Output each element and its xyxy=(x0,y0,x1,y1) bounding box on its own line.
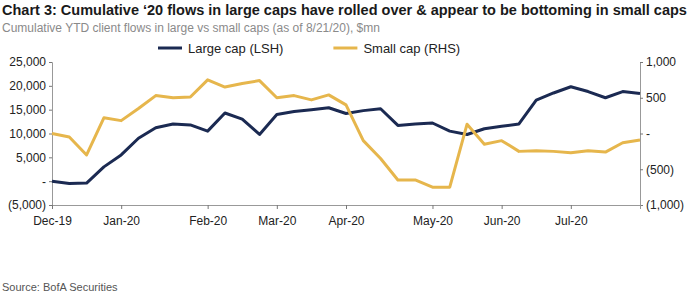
y-axis: (5,000) - 5,000 10,000 15,000 20,000 25,000 xyxy=(8,55,53,212)
y2-tick: 500 xyxy=(640,91,666,105)
y-tick-mark xyxy=(49,181,52,182)
y-tick-mark xyxy=(49,134,52,135)
x-tick-mark xyxy=(121,205,122,209)
y-tick-label: 10,000 xyxy=(9,127,46,141)
y2-tick: (500) xyxy=(640,163,674,177)
x-tick-mark xyxy=(432,205,433,209)
legend-item: Large cap (LSH) xyxy=(158,41,283,56)
y2-axis: (1,000) (500) - 500 1,000 xyxy=(640,55,684,212)
y2-tick-mark xyxy=(640,98,643,99)
x-tick: Dec-19 xyxy=(33,205,72,228)
series-line xyxy=(52,80,640,187)
x-tick-label: Mar-20 xyxy=(258,214,296,228)
y2-axis-line xyxy=(641,63,644,206)
x-tick: Jun-20 xyxy=(484,205,521,228)
y-tick-label: 15,000 xyxy=(9,103,46,117)
x-tick: Mar-20 xyxy=(258,205,296,228)
legend-label: Small cap (RHS) xyxy=(363,41,460,56)
y2-tick-label: 1,000 xyxy=(646,55,676,69)
series-line xyxy=(52,87,640,184)
legend-label: Large cap (LSH) xyxy=(188,41,283,56)
x-axis: Dec-19 Jan-20 Feb-20 Mar-20 Apr-20 May-20 Jun-… xyxy=(33,205,640,228)
legend-item: Small cap (RHS) xyxy=(333,41,460,56)
y-tick-mark xyxy=(49,110,52,111)
y-tick-label: 25,000 xyxy=(9,55,46,69)
chart: Chart 3: Cumulative ‘20 flows in large c… xyxy=(0,0,700,297)
plot-area xyxy=(52,80,640,187)
y-tick-mark xyxy=(49,86,52,87)
x-tick-label: Jun-20 xyxy=(484,214,521,228)
y-tick-mark xyxy=(49,62,52,63)
y2-tick-mark xyxy=(640,62,643,63)
y-tick: (5,000) xyxy=(8,198,52,212)
x-tick-label: May-20 xyxy=(413,214,453,228)
y-tick: 15,000 xyxy=(9,103,52,117)
x-tick: Apr-20 xyxy=(328,205,364,228)
x-tick-mark xyxy=(277,205,278,209)
x-tick-mark xyxy=(208,205,209,209)
source: Source: BofA Securities xyxy=(2,281,118,293)
y-tick: 20,000 xyxy=(9,79,52,93)
subtitle: Cumulative YTD client flows in large vs … xyxy=(2,21,380,35)
y2-tick: 1,000 xyxy=(640,55,676,69)
legend-swatch xyxy=(158,47,182,50)
x-tick: May-20 xyxy=(413,205,453,228)
y-tick-label: - xyxy=(42,175,46,189)
y-tick: 10,000 xyxy=(9,127,52,141)
y-tick: - xyxy=(42,175,52,189)
y-tick: 5,000 xyxy=(16,151,52,165)
x-tick-mark xyxy=(571,205,572,209)
y2-tick-label: (500) xyxy=(646,163,674,177)
y2-tick-label: (1,000) xyxy=(646,198,684,212)
y-tick-mark xyxy=(49,157,52,158)
y2-tick: (1,000) xyxy=(640,198,684,212)
x-tick-mark xyxy=(502,205,503,209)
x-axis-line xyxy=(53,206,641,210)
y-tick-label: (5,000) xyxy=(8,198,46,212)
x-tick-label: Dec-19 xyxy=(33,214,72,228)
y2-tick-mark xyxy=(640,134,643,135)
y2-tick-label: 500 xyxy=(646,91,666,105)
y-tick-label: 5,000 xyxy=(16,151,46,165)
y2-tick: - xyxy=(640,127,650,141)
legend-swatch xyxy=(333,47,357,50)
x-tick: Jul-20 xyxy=(555,205,588,228)
x-tick-label: Jan-20 xyxy=(103,214,140,228)
title: Chart 3: Cumulative ‘20 flows in large c… xyxy=(2,2,687,18)
x-tick: Feb-20 xyxy=(189,205,227,228)
x-tick: Jan-20 xyxy=(103,205,140,228)
x-tick-label: Jul-20 xyxy=(555,214,588,228)
y-tick-mark xyxy=(49,205,52,206)
x-tick-label: Apr-20 xyxy=(328,214,364,228)
x-tick-mark xyxy=(346,205,347,209)
legend: Large cap (LSH) Small cap (RHS) xyxy=(158,41,460,56)
y2-tick-mark xyxy=(640,169,643,170)
y2-tick-label: - xyxy=(646,127,650,141)
y-tick-label: 20,000 xyxy=(9,79,46,93)
x-tick-label: Feb-20 xyxy=(189,214,227,228)
y-tick: 25,000 xyxy=(9,55,52,69)
x-tick-mark xyxy=(52,205,53,209)
